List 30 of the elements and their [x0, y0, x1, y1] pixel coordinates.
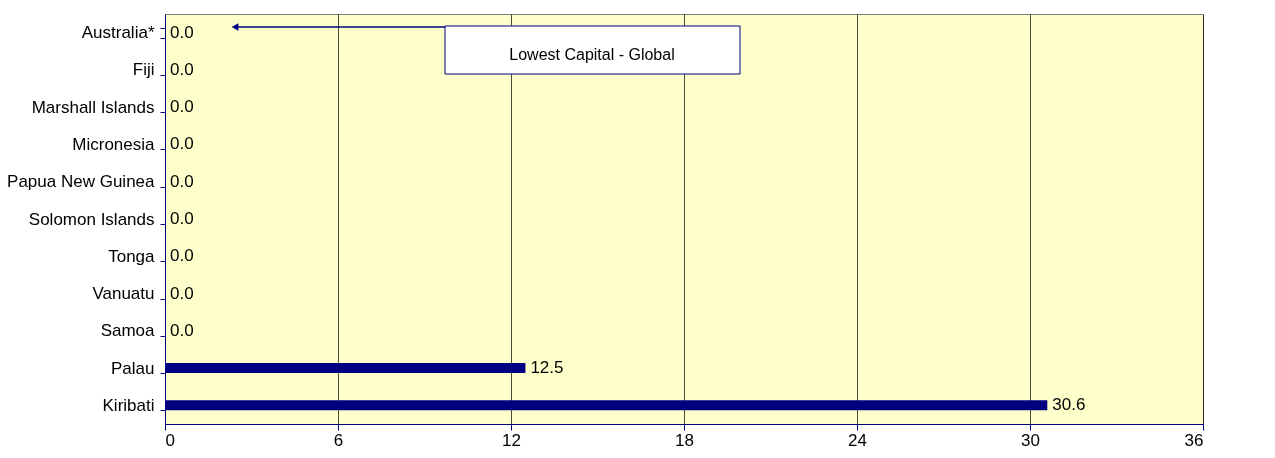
data-label: 0.0: [170, 97, 194, 117]
data-label: 0.0: [170, 320, 194, 340]
data-label: 12.5: [530, 358, 564, 378]
x-tick-label: 18: [675, 430, 694, 450]
annotation: Lowest Capital - Global: [509, 46, 675, 63]
y-tick-label: Marshall Islands: [31, 97, 155, 117]
data-label: 0.0: [170, 283, 194, 303]
y-tick-label: Micronesia: [72, 134, 156, 154]
data-label: 0.0: [170, 246, 194, 266]
y-tick-label: Palau: [111, 358, 155, 378]
data-label: 0.0: [170, 59, 194, 79]
data-label: 0.0: [170, 134, 194, 154]
y-tick-label: Samoa: [100, 321, 156, 341]
data-label: 0.0: [170, 171, 194, 191]
y-tick-label: Papua New Guinea: [7, 172, 156, 192]
data-label: 30.6: [1052, 395, 1086, 415]
y-tick-label: Solomon Islands: [28, 209, 155, 229]
x-tick-label: 30: [1021, 430, 1040, 450]
data-label: 0.0: [170, 209, 194, 228]
y-tick-label: Tonga: [108, 246, 156, 266]
x-tick-label: 36: [1184, 430, 1204, 450]
data-label: 0.0: [170, 22, 194, 42]
y-tick-label: Vanuatu: [92, 284, 155, 304]
y-tick-label: Australia*: [81, 23, 155, 43]
y-tick-label: Fiji: [132, 60, 155, 80]
y-tick-label: Kiribati: [102, 395, 155, 415]
x-tick-label: 0: [165, 430, 175, 450]
x-tick-label: 24: [848, 430, 867, 450]
x-tick-label: 12: [502, 430, 521, 450]
x-tick-label: 6: [333, 430, 344, 450]
